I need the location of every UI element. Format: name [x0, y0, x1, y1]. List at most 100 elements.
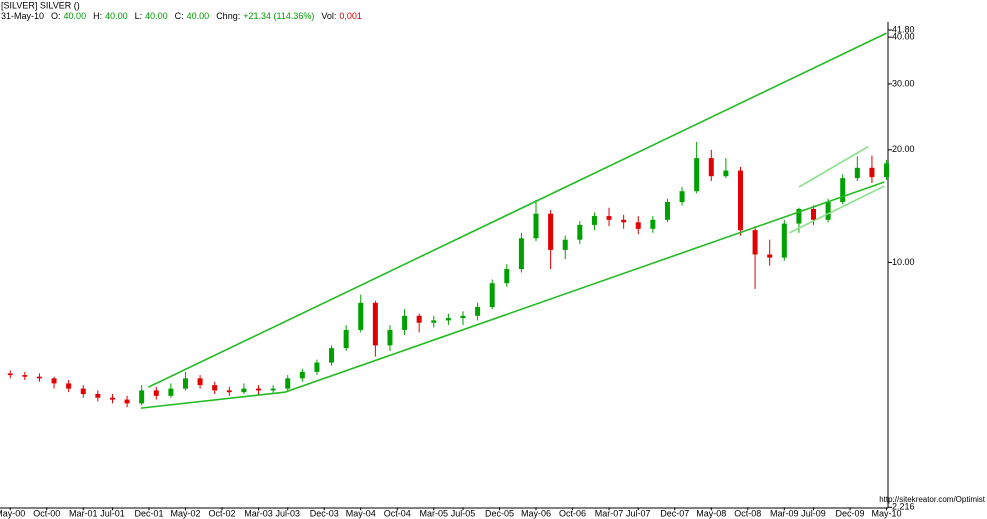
candle-body	[212, 385, 218, 391]
x-tick-label: Jul-05	[451, 508, 476, 518]
candle-body	[66, 383, 72, 389]
candle-body	[811, 208, 817, 220]
candle-body	[431, 320, 437, 323]
candle-body	[884, 163, 890, 178]
y-tick-label: 30.00	[892, 78, 915, 88]
candle-body	[518, 238, 524, 270]
x-tick-label: May-02	[170, 508, 200, 518]
x-tick-label: Dec-09	[836, 508, 865, 518]
candle-body	[577, 224, 583, 240]
candle-body	[708, 158, 714, 177]
candle-body	[504, 269, 510, 284]
x-tick-label: May-08	[696, 508, 726, 518]
candle-body	[767, 254, 773, 258]
x-tick-label: Jul-09	[801, 508, 826, 518]
candle-body	[329, 348, 335, 363]
candle-body	[314, 362, 320, 372]
field-label: C:	[175, 11, 184, 21]
trendline	[147, 32, 887, 388]
candle-body	[226, 390, 232, 393]
candle-body	[796, 208, 802, 224]
candle-body	[650, 219, 656, 229]
x-tick-label: Oct-06	[559, 508, 586, 518]
y-tick-label: 20.00	[892, 144, 915, 154]
field-label: H:	[93, 11, 102, 21]
candle-body	[285, 378, 291, 389]
candle-body	[475, 307, 481, 316]
y-tick-label: 40.00	[892, 32, 915, 42]
candle-body	[182, 378, 188, 389]
quote-line: 31-May-10 O: 40.00 H: 40.00 L: 40.00 C: 40.00 Chn…	[1, 11, 362, 21]
candle-body	[256, 388, 262, 391]
candle-body	[694, 158, 700, 192]
candle-body	[445, 318, 451, 321]
candle-body	[343, 329, 349, 349]
candle-body	[153, 390, 159, 396]
candle-body	[95, 394, 101, 398]
candle-body	[358, 302, 364, 330]
x-tick-label: Oct-00	[33, 508, 60, 518]
candle-body	[635, 222, 641, 229]
candle-body	[197, 378, 203, 386]
trendline	[789, 185, 885, 234]
x-tick-label: Mar-05	[420, 508, 449, 518]
candle-body	[752, 230, 758, 255]
field-label: O:	[51, 11, 61, 21]
candle-body	[372, 302, 378, 346]
x-tick-label: Mar-07	[595, 508, 624, 518]
candle-body	[825, 202, 831, 220]
candle-body	[840, 178, 846, 203]
candle-body	[270, 388, 276, 391]
candle-body	[416, 315, 422, 323]
field-value: 40.00	[187, 11, 210, 21]
field-value: +21.34 (114.36%)	[243, 11, 314, 21]
candle-body	[402, 315, 408, 330]
x-tick-label: May-04	[346, 508, 376, 518]
x-tick-label: May-10	[872, 508, 902, 518]
y-tick-label: 41.80	[892, 24, 915, 34]
candle-body	[22, 375, 28, 377]
candle-body	[562, 239, 568, 250]
x-tick-label: Dec-07	[660, 508, 689, 518]
trendline	[140, 181, 885, 409]
x-tick-label: Mar-09	[770, 508, 799, 518]
trendline	[798, 145, 869, 188]
candle-body	[241, 388, 247, 393]
x-tick-label: Jul-07	[626, 508, 651, 518]
field-value: 0,001	[339, 11, 362, 21]
field-value: 40.00	[64, 11, 87, 21]
candle-body	[139, 390, 145, 404]
x-tick-label: Mar-01	[69, 508, 98, 518]
candle-body	[781, 223, 787, 258]
y-tick-label: 10.00	[892, 257, 915, 267]
x-tick-label: Mar-03	[244, 508, 273, 518]
x-tick-label: Dec-01	[134, 508, 163, 518]
date: 31-May-10	[1, 11, 44, 21]
candle-body	[109, 397, 115, 400]
field-value: 40.00	[105, 11, 128, 21]
x-tick-label: Oct-02	[208, 508, 235, 518]
x-tick-label: Dec-05	[485, 508, 514, 518]
x-tick-label: Dec-03	[310, 508, 339, 518]
field-value: 40.00	[145, 11, 168, 21]
candle-body	[51, 378, 57, 384]
candle-body	[869, 167, 875, 178]
candle-body	[737, 170, 743, 231]
x-tick-label: Jul-01	[100, 508, 125, 518]
candle-body	[7, 373, 13, 376]
candle-body	[168, 388, 174, 396]
x-tick-label: May-00	[0, 508, 25, 518]
x-tick-label: Oct-04	[384, 508, 411, 518]
field-label: L:	[135, 11, 143, 21]
candle-body	[548, 213, 554, 250]
field-label: Vol:	[321, 11, 336, 21]
candle-body	[679, 191, 685, 203]
candle-body	[460, 315, 466, 319]
candle-body	[723, 170, 729, 177]
watermark: http://sitekreator.com/Optimist	[879, 495, 986, 504]
candle-body	[489, 283, 495, 308]
x-tick-label: May-06	[521, 508, 551, 518]
candle-body	[124, 399, 130, 404]
symbol: [SILVER] SILVER ()	[1, 0, 80, 10]
candle-body	[854, 167, 860, 179]
